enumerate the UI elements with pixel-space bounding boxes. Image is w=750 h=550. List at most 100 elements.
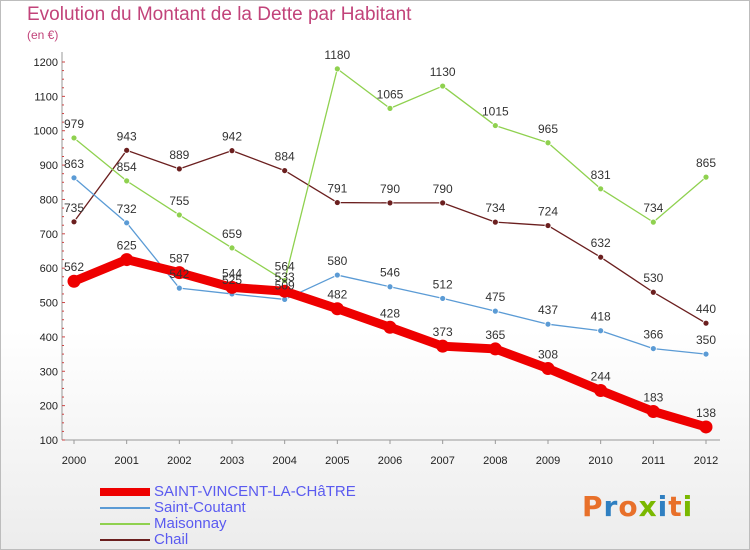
data-point xyxy=(491,218,499,226)
data-point xyxy=(597,185,605,193)
y-tick-label: 900 xyxy=(40,160,58,172)
legend-label: Saint-Coutant xyxy=(154,499,246,516)
legend-swatch xyxy=(100,488,150,496)
data-label: 884 xyxy=(275,150,295,164)
data-point xyxy=(702,350,710,358)
y-tick-label: 400 xyxy=(40,332,58,344)
logo-letter: i xyxy=(682,490,694,523)
data-point xyxy=(597,327,605,335)
logo-letter: P xyxy=(582,490,604,523)
data-point xyxy=(228,147,236,155)
data-point xyxy=(597,253,605,261)
data-label: 533 xyxy=(275,270,295,284)
y-tick-label: 800 xyxy=(40,194,58,206)
data-label: 437 xyxy=(538,303,558,317)
data-label: 350 xyxy=(696,333,716,347)
logo-letter: r xyxy=(603,490,619,523)
logo-letter: x xyxy=(638,490,658,523)
data-label: 544 xyxy=(222,266,242,280)
data-label: 475 xyxy=(485,290,505,304)
x-tick-label: 2010 xyxy=(588,455,612,467)
data-label: 732 xyxy=(117,202,137,216)
data-label: 790 xyxy=(433,182,453,196)
data-point xyxy=(646,404,660,418)
data-label: 428 xyxy=(380,306,400,320)
logo-letter: t xyxy=(668,490,683,523)
series-lines xyxy=(69,68,711,432)
data-label: 440 xyxy=(696,302,716,316)
data-label: 865 xyxy=(696,156,716,170)
x-tick-label: 2012 xyxy=(694,455,718,467)
legend: SAINT-VINCENT-LA-CHâTRE Saint-Coutant Mais… xyxy=(100,483,400,548)
data-point xyxy=(333,65,341,73)
data-point xyxy=(544,139,552,147)
data-label: 734 xyxy=(485,201,505,215)
data-point xyxy=(386,283,394,291)
data-label: 587 xyxy=(169,252,189,266)
data-point xyxy=(70,218,78,226)
data-point xyxy=(386,104,394,112)
data-point xyxy=(439,199,447,207)
data-point xyxy=(594,384,608,398)
legend-item: Maisonnay xyxy=(100,515,400,532)
data-label: 735 xyxy=(64,201,84,215)
data-label: 546 xyxy=(380,266,400,280)
data-point xyxy=(439,295,447,302)
data-point xyxy=(488,342,502,356)
legend-swatch xyxy=(100,539,150,541)
data-point xyxy=(120,253,134,267)
data-label: 366 xyxy=(643,328,663,342)
data-point xyxy=(333,271,341,279)
data-label: 1180 xyxy=(324,48,350,62)
data-point xyxy=(702,173,710,181)
data-label: 373 xyxy=(433,325,453,339)
chart-subtitle: (en €) xyxy=(27,28,59,42)
data-label: 365 xyxy=(485,328,505,342)
data-label: 1015 xyxy=(482,105,509,119)
x-tick-label: 2003 xyxy=(220,455,244,467)
legend-item: SAINT-VINCENT-LA-CHâTRE xyxy=(100,483,400,500)
data-point xyxy=(491,122,499,129)
data-label: 790 xyxy=(380,182,400,196)
data-point xyxy=(172,266,186,280)
series-points xyxy=(67,65,713,434)
data-label: 724 xyxy=(538,205,558,219)
y-tick-label: 300 xyxy=(40,366,58,378)
data-point xyxy=(699,420,713,434)
data-point xyxy=(439,82,447,90)
data-point xyxy=(123,219,131,227)
data-label: 755 xyxy=(169,194,189,208)
data-label: 943 xyxy=(117,129,137,143)
legend-swatch xyxy=(100,507,150,509)
data-label: 542 xyxy=(169,267,189,281)
legend-item: Saint-Coutant xyxy=(100,499,400,516)
data-label: 625 xyxy=(117,239,137,253)
logo-letter: i xyxy=(657,490,669,523)
data-point xyxy=(491,307,499,315)
data-label: 889 xyxy=(169,148,189,162)
legend-label: SAINT-VINCENT-LA-CHâTRE xyxy=(154,483,356,500)
data-point xyxy=(70,174,78,182)
x-tick-label: 2002 xyxy=(167,455,191,467)
data-point xyxy=(386,199,394,207)
data-label: 979 xyxy=(64,117,84,131)
y-tick-label: 100 xyxy=(40,435,58,447)
data-label: 512 xyxy=(433,277,453,291)
data-label: 244 xyxy=(591,370,611,384)
proxiti-logo: Proxiti xyxy=(582,490,693,523)
x-tick-label: 2001 xyxy=(114,455,138,467)
data-label: 418 xyxy=(591,310,611,324)
data-label: 562 xyxy=(64,260,84,274)
data-point xyxy=(436,339,450,353)
x-tick-label: 2011 xyxy=(642,455,666,467)
data-label: 509 xyxy=(275,278,295,292)
data-point xyxy=(541,362,555,376)
y-tick-label: 700 xyxy=(40,229,58,241)
y-tick-label: 1200 xyxy=(34,57,58,69)
data-label: 482 xyxy=(327,288,347,302)
data-point xyxy=(702,319,710,327)
data-point xyxy=(228,244,236,252)
data-label: 659 xyxy=(222,227,242,241)
data-label: 530 xyxy=(643,271,663,285)
